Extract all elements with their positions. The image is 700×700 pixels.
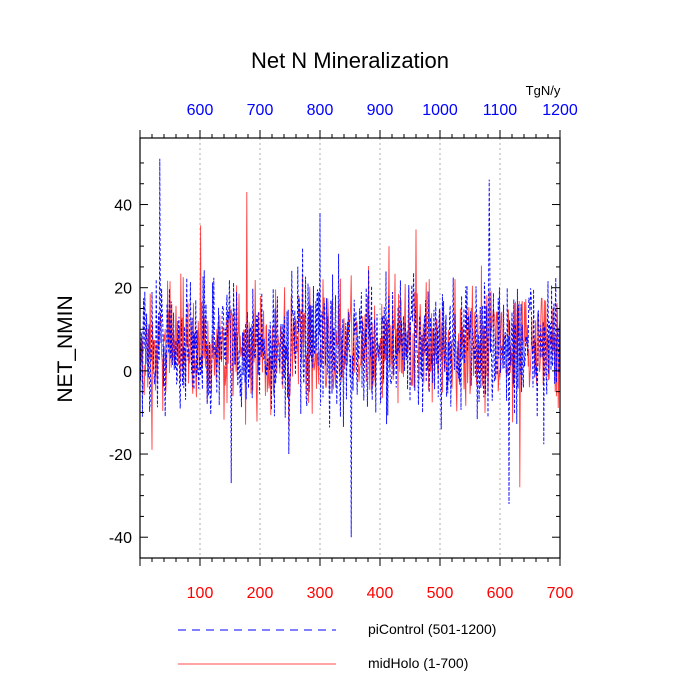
y-tick-label: 20	[114, 281, 132, 298]
y-axis-label: NET_NMIN	[54, 295, 77, 402]
x-tick-label: 200	[247, 585, 274, 602]
y-tick-label: -20	[109, 447, 132, 464]
axes: -40 -20 0 20 40 100 200 300 400 500 600 700 600 700 80…	[109, 102, 578, 602]
x-tick-label: 700	[547, 585, 574, 602]
top-tick-label: 900	[367, 102, 394, 119]
series-line	[139, 158, 561, 538]
x-tick-label: 500	[427, 585, 454, 602]
picontrol-series	[139, 158, 561, 538]
top-tick-label: 700	[247, 102, 274, 119]
y-tick-label: 40	[114, 198, 132, 215]
units-label: TgN/y	[526, 83, 561, 98]
x-tick-label: 300	[307, 585, 334, 602]
legend-picontrol-label: piControl (501-1200)	[368, 621, 496, 637]
top-tick-label: 600	[187, 102, 214, 119]
x-tick-label: 400	[367, 585, 394, 602]
top-tick-label: 800	[307, 102, 334, 119]
plot-frame	[139, 137, 561, 559]
top-tick-label: 1100	[483, 102, 518, 119]
top-tick-label: 1200	[542, 102, 578, 119]
x-tick-label: 600	[487, 585, 514, 602]
y-tick-label: -40	[109, 530, 132, 547]
legend: piControl (501-1200) midHolo (1-700)	[178, 621, 496, 671]
x-tick-label: 100	[187, 585, 214, 602]
top-tick-label: 1000	[422, 102, 458, 119]
legend-midholo-label: midHolo (1-700)	[368, 655, 468, 671]
y-tick-label: 0	[123, 364, 132, 381]
chart-title: Net N Mineralization	[251, 48, 449, 73]
